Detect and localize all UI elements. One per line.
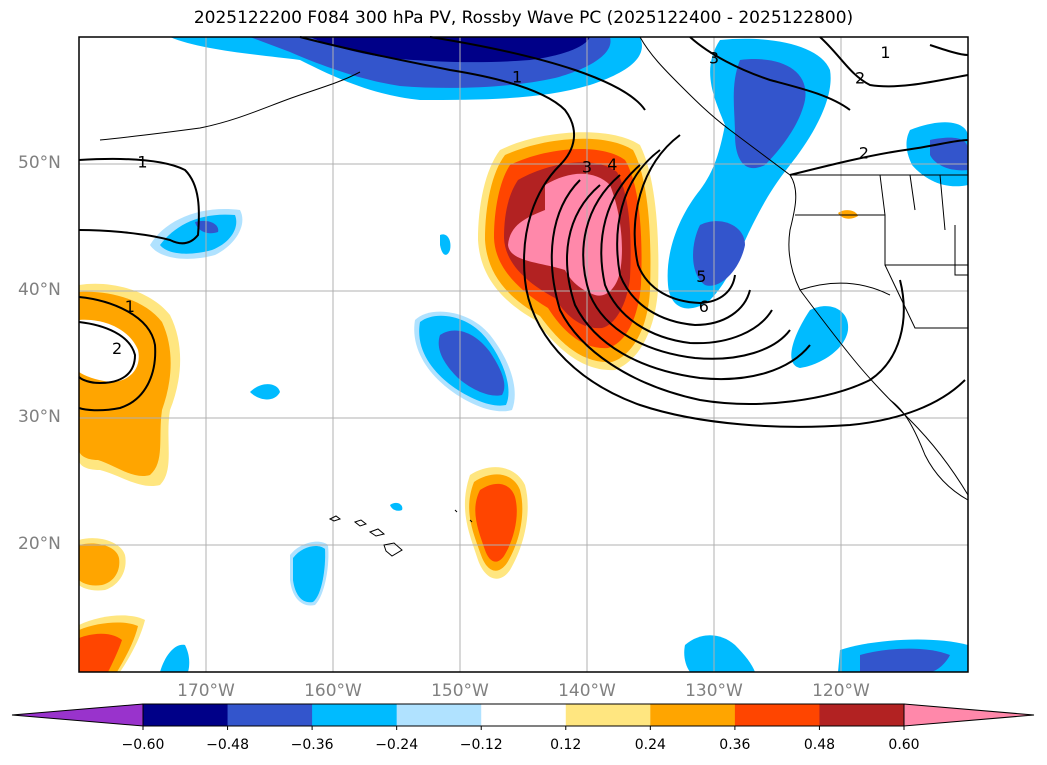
colorbar-frame [142,703,905,727]
colorbar-extend-high [903,703,1035,727]
colorbar-tick-label: −0.12 [459,737,503,753]
contour-label: 2 [112,339,122,358]
colorbar-segment-3 [396,704,482,726]
colorbar-segment-6 [650,704,736,726]
contour-label: 1 [125,297,135,316]
lat-label: 50°N [18,153,61,173]
pv-anomaly-shading [79,37,968,672]
contour-label: 4 [607,155,617,174]
colorbar-segment-1 [227,704,313,726]
lat-label: 30°N [18,407,61,427]
colorbar-tick-label: 0.60 [888,737,920,753]
contour-label: 1 [512,67,522,86]
colorbar-segment-8 [819,704,905,726]
colorbar-tick-label: 0.48 [803,737,836,753]
contour-label: 6 [699,297,709,316]
colorbar-tick-label: −0.48 [206,737,249,753]
colorbar-tick-label: 0.36 [719,737,751,753]
contour-label: 1 [880,43,890,62]
lon-label: 140°W [558,681,616,701]
lon-label: 130°W [685,681,743,701]
coastlines [99,36,969,557]
colorbar-tick-label: 0.12 [550,737,582,753]
contour-label: 2 [859,144,869,163]
map-frame [78,36,969,673]
contour-label: 5 [696,267,706,286]
map-title: 2025122200 F084 300 hPa PV, Rossby Wave … [193,8,854,28]
contour-label: 1 [137,152,147,171]
colorbar-tick-label: 0.24 [634,737,666,753]
colorbar-tick-label: −0.60 [121,737,165,753]
colorbar-segment-7 [734,704,820,726]
lon-label: 160°W [304,681,362,701]
colorbar [11,703,1035,730]
contour-label: 3 [582,158,592,177]
colorbar-tick-label: −0.36 [290,737,334,753]
contour-label: 2 [855,69,865,88]
colorbar-segment-0 [143,704,229,726]
lat-lon-gridlines [79,37,968,672]
colorbar-segment-2 [312,704,398,726]
colorbar-extend-low [11,703,144,727]
colorbar-segment-5 [565,704,651,726]
lat-label: 40°N [18,280,61,300]
lon-label: 150°W [431,681,489,701]
lon-label: 120°W [812,681,870,701]
lat-label: 20°N [18,534,61,554]
contour-label: 3 [709,48,719,67]
pv-contours [78,36,969,428]
colorbar-tick-label: −0.24 [375,737,419,753]
colorbar-segment-4 [481,704,567,726]
lon-label: 170°W [177,681,235,701]
positive-anomaly-central-pacific [79,283,181,487]
